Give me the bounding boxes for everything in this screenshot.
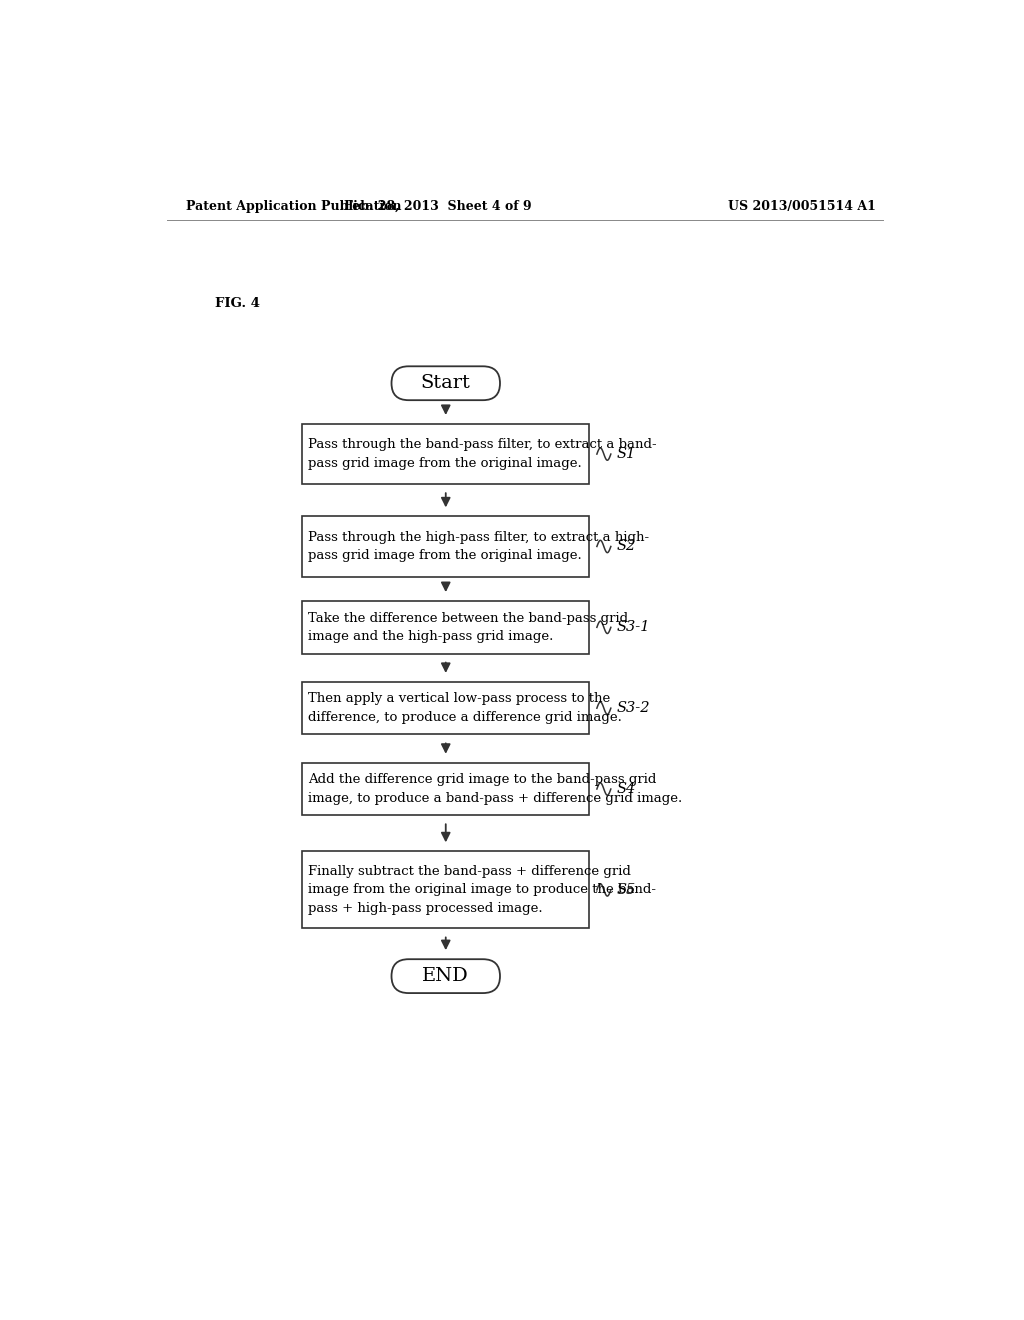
Text: FIG. 4: FIG. 4 xyxy=(215,297,260,310)
Text: Take the difference between the band-pass grid
image and the high-pass grid imag: Take the difference between the band-pas… xyxy=(308,611,628,643)
Text: Finally subtract the band-pass + difference grid
image from the original image t: Finally subtract the band-pass + differe… xyxy=(308,865,655,915)
FancyBboxPatch shape xyxy=(302,851,589,928)
Text: S1: S1 xyxy=(617,447,636,461)
Text: S4: S4 xyxy=(617,781,636,796)
Text: S2: S2 xyxy=(617,540,636,553)
Text: Pass through the band-pass filter, to extract a band-
pass grid image from the o: Pass through the band-pass filter, to ex… xyxy=(308,438,656,470)
FancyBboxPatch shape xyxy=(302,516,589,577)
Text: S3-2: S3-2 xyxy=(617,701,650,715)
FancyBboxPatch shape xyxy=(302,682,589,734)
Text: S5: S5 xyxy=(617,883,636,896)
Text: S3-1: S3-1 xyxy=(617,620,650,635)
FancyBboxPatch shape xyxy=(302,424,589,484)
Text: Add the difference grid image to the band-pass grid
image, to produce a band-pas: Add the difference grid image to the ban… xyxy=(308,774,682,805)
Text: US 2013/0051514 A1: US 2013/0051514 A1 xyxy=(728,199,877,213)
Text: END: END xyxy=(422,968,469,985)
FancyBboxPatch shape xyxy=(302,601,589,653)
FancyBboxPatch shape xyxy=(391,367,500,400)
Text: Patent Application Publication: Patent Application Publication xyxy=(186,199,401,213)
FancyBboxPatch shape xyxy=(302,763,589,816)
Text: Start: Start xyxy=(421,375,471,392)
Text: Pass through the high-pass filter, to extract a high-
pass grid image from the o: Pass through the high-pass filter, to ex… xyxy=(308,531,649,562)
Text: Then apply a vertical low-pass process to the
difference, to produce a differenc: Then apply a vertical low-pass process t… xyxy=(308,693,622,723)
Text: Feb. 28, 2013  Sheet 4 of 9: Feb. 28, 2013 Sheet 4 of 9 xyxy=(344,199,531,213)
FancyBboxPatch shape xyxy=(391,960,500,993)
